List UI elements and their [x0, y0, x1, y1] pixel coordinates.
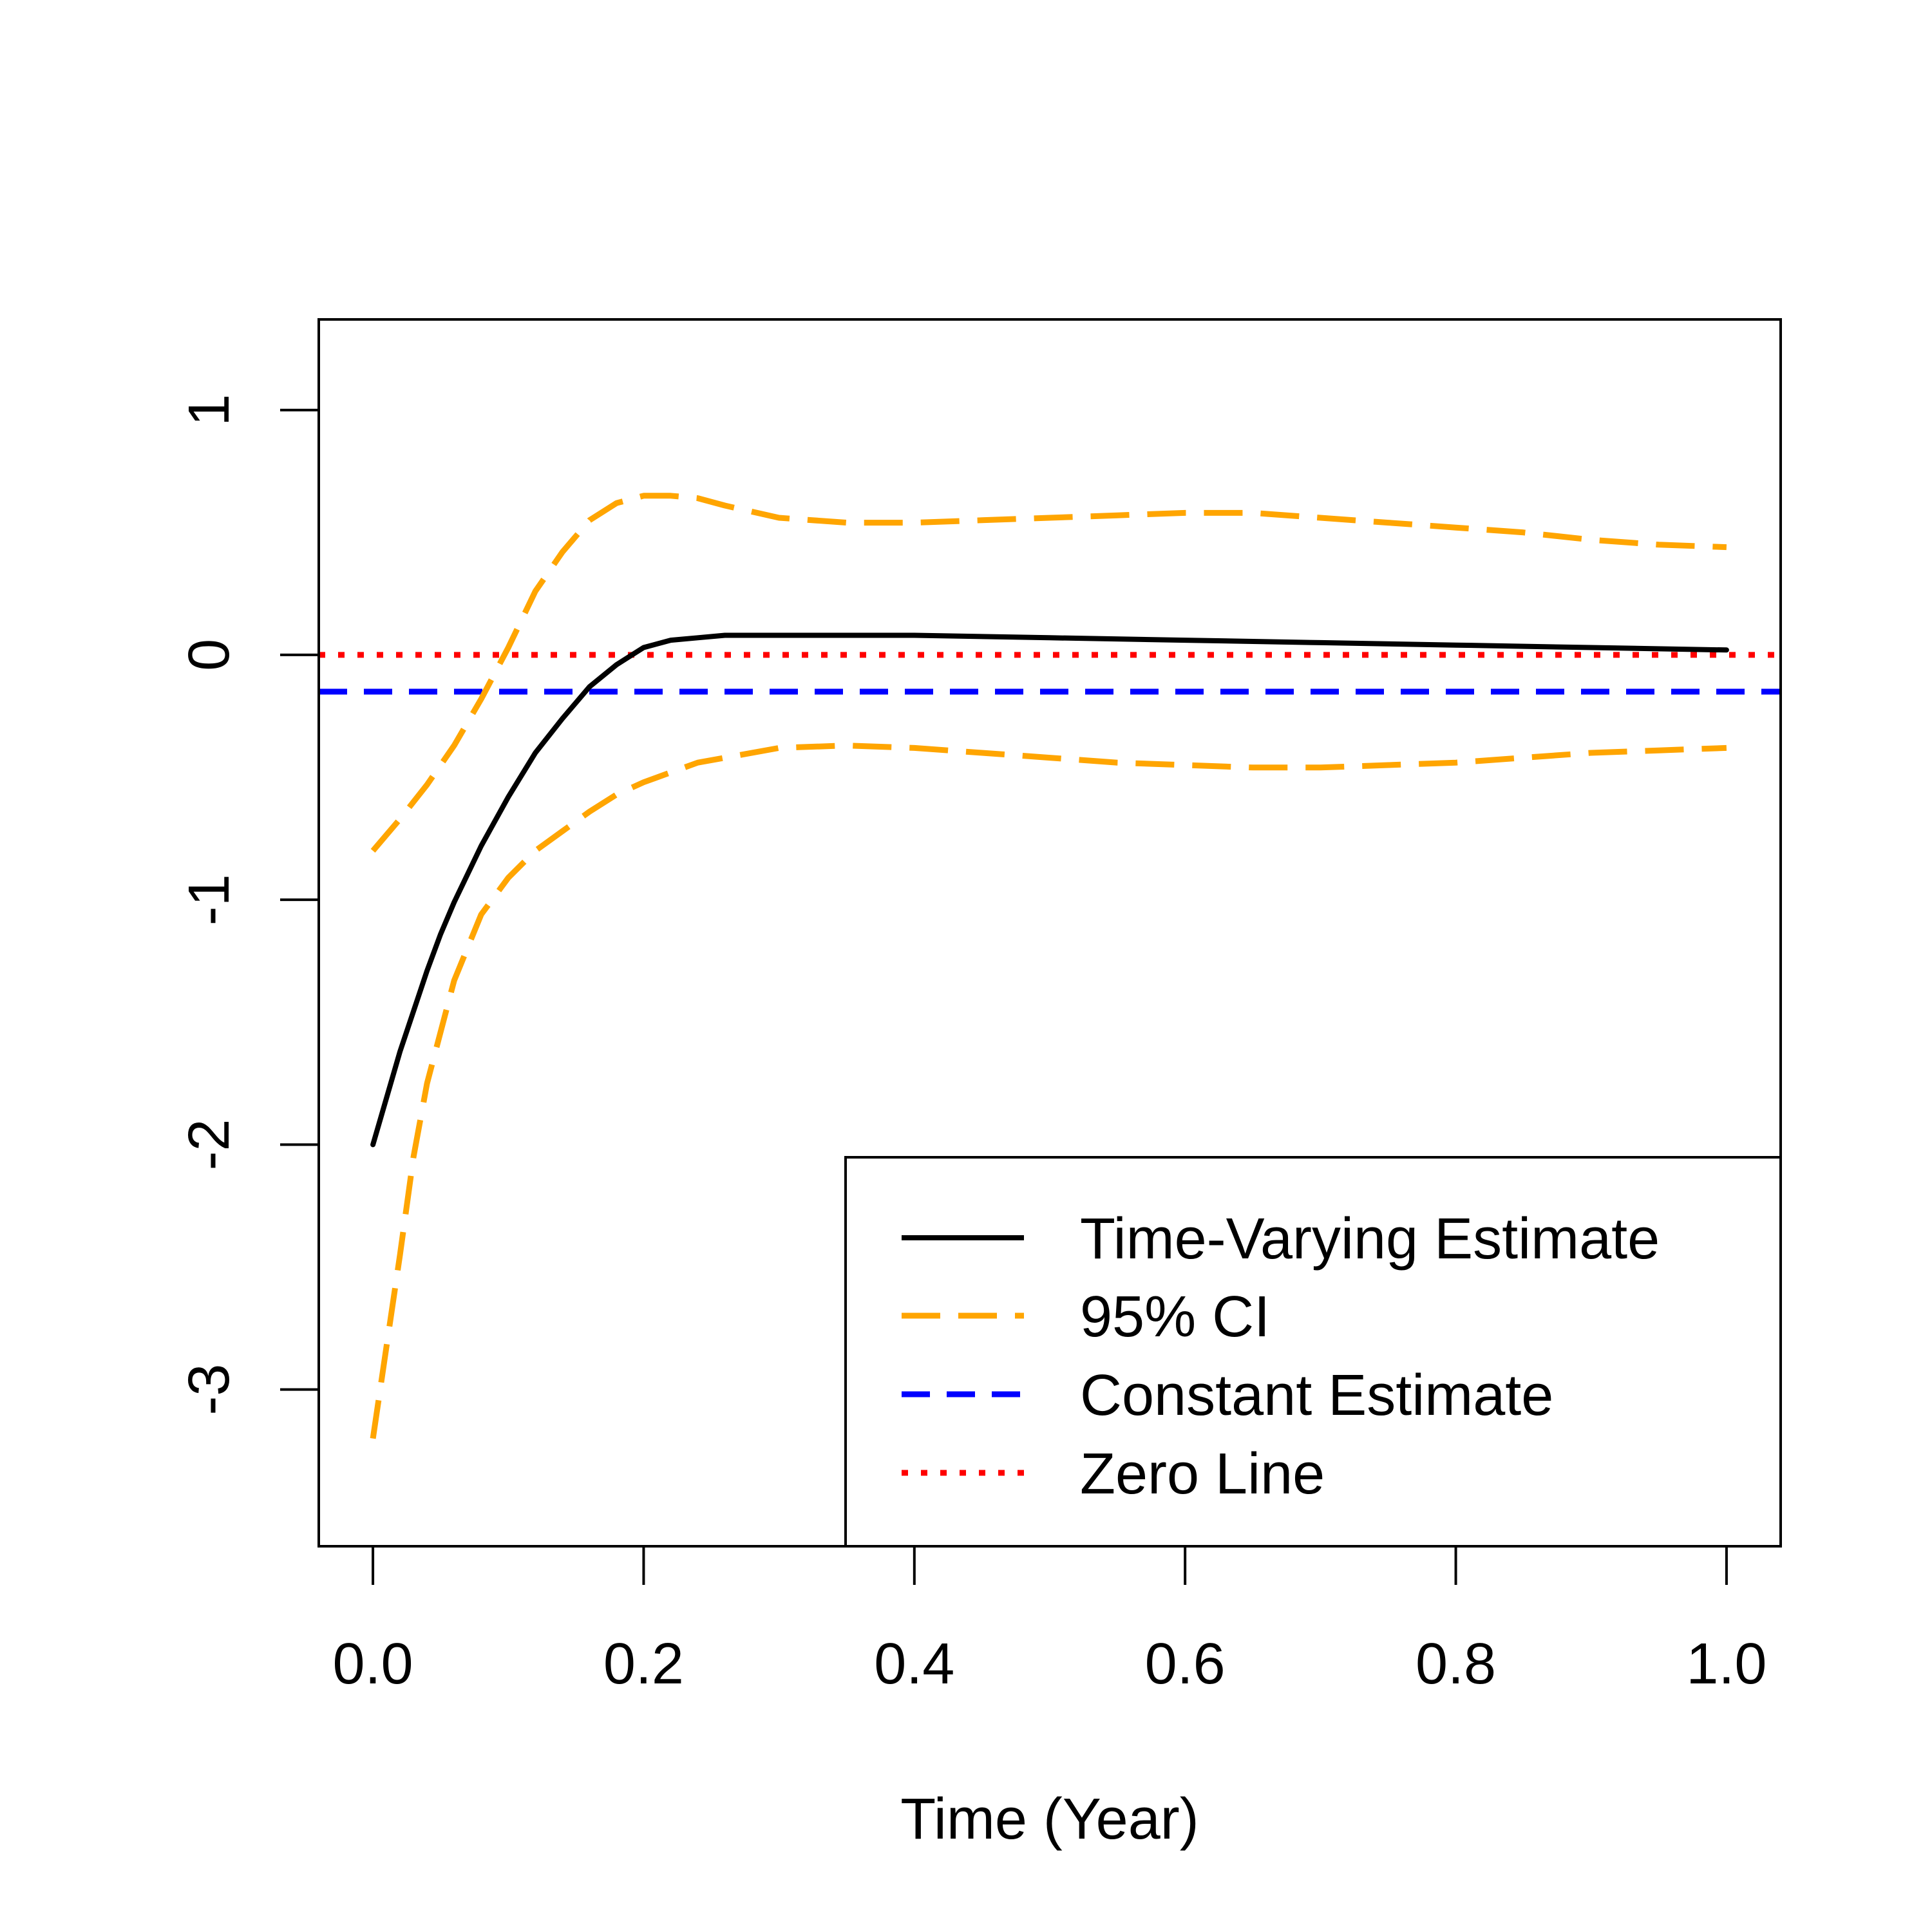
y-axis: -3 -2 -1 0 1 — [177, 394, 320, 1416]
legend-label: Zero Line — [1080, 1442, 1325, 1506]
x-tick-label: 0.8 — [1416, 1632, 1496, 1696]
x-tick-label: 0.4 — [874, 1632, 954, 1696]
y-tick-label: 1 — [177, 394, 242, 426]
legend-label: Constant Estimate — [1080, 1363, 1553, 1428]
series-ci-upper-line — [370, 493, 1727, 853]
legend-label: 95% CI — [1080, 1285, 1270, 1349]
x-axis: 0.0 0.2 0.4 0.6 0.8 1.0 — [333, 1545, 1766, 1696]
y-tick-label: -1 — [177, 874, 242, 925]
y-tick-label: -3 — [177, 1364, 242, 1416]
y-tick-label: 0 — [177, 639, 242, 671]
legend-label: Time-Varying Estimate — [1080, 1207, 1660, 1271]
x-tick-label: 1.0 — [1686, 1632, 1766, 1696]
legend: Time-Varying Estimate 95% CI Constant Esti… — [844, 1156, 1782, 1548]
y-tick-label: -2 — [177, 1119, 242, 1170]
series-ci-lower-line — [370, 743, 1727, 1439]
x-tick-label: 0.2 — [603, 1632, 684, 1696]
series-estimate-line — [370, 632, 1729, 1148]
x-tick-label: 0.6 — [1145, 1632, 1226, 1696]
x-tick-label: 0.0 — [333, 1632, 413, 1696]
legend-box — [844, 1156, 1782, 1548]
series-layer — [319, 493, 1781, 1439]
x-axis-title: Time (Year) — [900, 1787, 1198, 1852]
